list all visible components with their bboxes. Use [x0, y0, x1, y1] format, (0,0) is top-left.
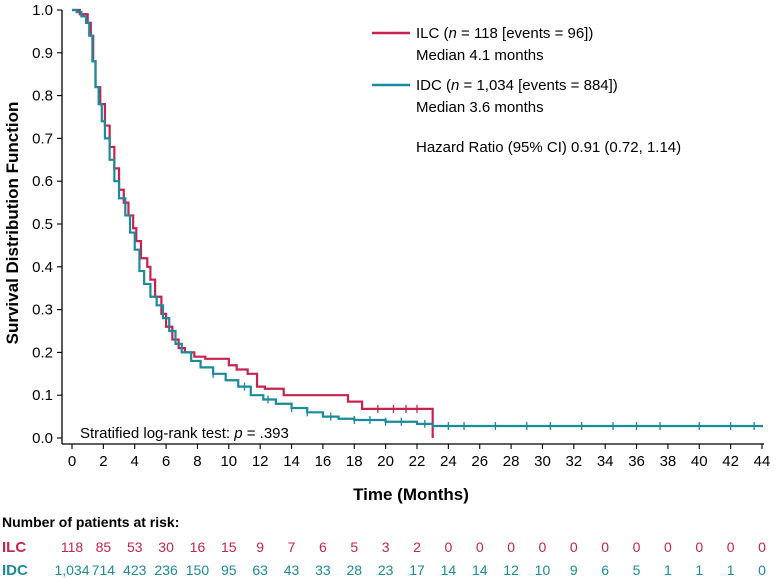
- idc-risk-count: 1,034: [54, 562, 89, 578]
- ilc-risk-label: ILC: [2, 539, 26, 556]
- y-axis-title: Survival Distribution Function: [3, 102, 22, 345]
- logrank-annotation: Stratified log-rank test: p = .393: [80, 425, 289, 442]
- idc-risk-count: 9: [570, 562, 578, 578]
- ilc-risk-count: 85: [96, 539, 112, 555]
- risk-table-title: Number of patients at risk:: [2, 514, 179, 530]
- x-tick-label: 42: [722, 453, 739, 470]
- x-tick-label: 14: [283, 453, 300, 470]
- ilc-risk-count: 0: [539, 539, 547, 555]
- idc-legend-label: IDC (n = 1,034 [events = 884]): [416, 77, 618, 94]
- idc-risk-count: 5: [633, 562, 641, 578]
- y-tick-label: 0.0: [32, 430, 53, 447]
- ilc-risk-count: 15: [221, 539, 237, 555]
- idc-risk-count: 14: [441, 562, 457, 578]
- ilc-risk-count: 6: [319, 539, 327, 555]
- idc-risk-count: 1: [664, 562, 672, 578]
- ilc-risk-count: 0: [633, 539, 641, 555]
- ilc-survival-curve: [72, 8, 434, 438]
- x-tick-label: 8: [193, 453, 201, 470]
- idc-risk-count: 10: [535, 562, 551, 578]
- ilc-risk-count: 0: [664, 539, 672, 555]
- x-tick-label: 22: [409, 453, 426, 470]
- ilc-legend-median: Median 4.1 months: [416, 47, 544, 64]
- ilc-risk-count: 7: [288, 539, 296, 555]
- idc-risk-count: 1: [727, 562, 735, 578]
- y-tick-label: 0.8: [32, 88, 53, 105]
- x-tick-label: 28: [503, 453, 520, 470]
- y-tick-label: 0.5: [32, 216, 53, 233]
- y-tick-label: 0.4: [32, 259, 53, 276]
- x-tick-label: 6: [162, 453, 170, 470]
- ilc-risk-count: 0: [758, 539, 766, 555]
- x-tick-label: 2: [99, 453, 107, 470]
- idc-risk-count: 236: [154, 562, 178, 578]
- idc-risk-count: 95: [221, 562, 237, 578]
- x-tick-label: 36: [628, 453, 645, 470]
- ilc-risk-count: 0: [727, 539, 735, 555]
- idc-survival-curve: [72, 8, 764, 428]
- y-tick-label: 0.1: [32, 387, 53, 404]
- ilc-legend-label: ILC (n = 118 [events = 96]): [416, 25, 593, 42]
- x-tick-label: 10: [220, 453, 237, 470]
- hazard-ratio-text: Hazard Ratio (95% CI) 0.91 (0.72, 1.14): [416, 139, 681, 156]
- x-tick-label: 32: [565, 453, 582, 470]
- y-tick-label: 0.2: [32, 344, 53, 361]
- x-tick-label: 24: [440, 453, 457, 470]
- y-tick-label: 0.7: [32, 130, 53, 147]
- idc-risk-count: 6: [601, 562, 609, 578]
- idc-risk-count: 23: [378, 562, 394, 578]
- x-tick-label: 44: [754, 453, 771, 470]
- ilc-risk-count: 5: [350, 539, 358, 555]
- ilc-risk-count: 118: [61, 539, 84, 555]
- ilc-risk-count: 0: [601, 539, 609, 555]
- ilc-risk-count: 53: [127, 539, 143, 555]
- ilc-risk-count: 0: [444, 539, 452, 555]
- idc-risk-count: 43: [284, 562, 300, 578]
- ilc-risk-count: 3: [382, 539, 390, 555]
- ilc-risk-count: 16: [190, 539, 206, 555]
- ilc-risk-count: 0: [570, 539, 578, 555]
- idc-risk-count: 0: [758, 562, 766, 578]
- x-tick-label: 18: [346, 453, 363, 470]
- x-tick-label: 38: [660, 453, 677, 470]
- ilc-risk-count: 2: [413, 539, 421, 555]
- idc-risk-count: 33: [315, 562, 331, 578]
- x-tick-label: 30: [534, 453, 551, 470]
- idc-risk-count: 28: [346, 562, 362, 578]
- ilc-risk-count: 9: [256, 539, 264, 555]
- x-tick-label: 0: [68, 453, 76, 470]
- x-axis-title: Time (Months): [353, 485, 469, 504]
- x-tick-label: 26: [471, 453, 488, 470]
- ilc-risk-count: 30: [158, 539, 174, 555]
- idc-risk-count: 1: [695, 562, 703, 578]
- y-tick-label: 0.9: [32, 45, 53, 62]
- idc-risk-count: 714: [92, 562, 116, 578]
- ilc-risk-count: 0: [507, 539, 515, 555]
- idc-risk-count: 17: [409, 562, 425, 578]
- x-tick-label: 16: [315, 453, 332, 470]
- idc-risk-count: 12: [503, 562, 519, 578]
- ilc-risk-count: 0: [476, 539, 484, 555]
- x-tick-label: 40: [691, 453, 708, 470]
- y-tick-label: 0.6: [32, 173, 53, 190]
- idc-risk-count: 14: [472, 562, 488, 578]
- idc-legend-median: Median 3.6 months: [416, 99, 544, 116]
- x-tick-label: 20: [377, 453, 394, 470]
- idc-risk-count: 423: [123, 562, 147, 578]
- x-tick-label: 4: [131, 453, 139, 470]
- idc-risk-label: IDC: [2, 562, 28, 578]
- idc-risk-count: 63: [252, 562, 268, 578]
- x-tick-label: 34: [597, 453, 614, 470]
- y-tick-label: 1.0: [32, 2, 53, 19]
- x-tick-label: 12: [252, 453, 269, 470]
- idc-risk-count: 150: [186, 562, 210, 578]
- ilc-risk-count: 0: [695, 539, 703, 555]
- y-tick-label: 0.3: [32, 302, 53, 319]
